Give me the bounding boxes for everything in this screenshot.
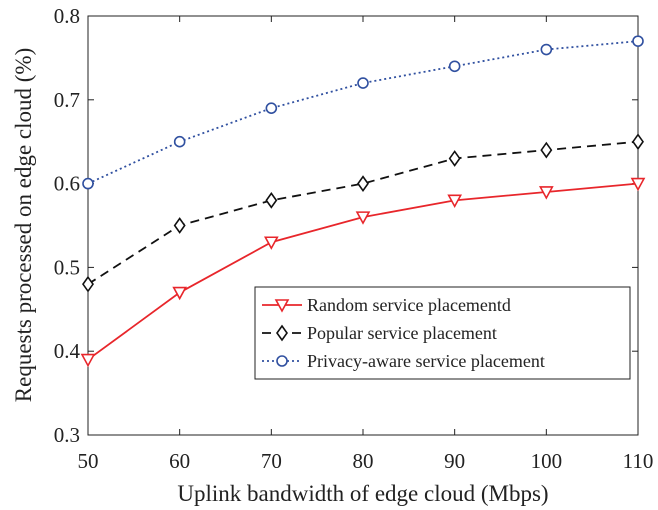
data-point-marker [632,133,644,151]
legend-label: Privacy-aware service placement [307,351,545,371]
data-point-marker [357,175,369,192]
x-tick-label: 90 [444,449,465,473]
y-tick-label: 0.7 [54,88,80,112]
x-tick-label: 60 [169,449,190,473]
data-point-marker [276,355,288,367]
data-point-marker [540,141,553,159]
legend: Random service placementd Popular service… [254,286,631,380]
x-tick-label: 100 [531,449,563,473]
series-1 [80,177,646,368]
data-point-marker [274,299,290,313]
data-point-marker [263,236,279,250]
data-point-marker [632,35,644,47]
data-point-marker [448,150,461,167]
axis-ticks: 50 60 70 80 90 100 110 0.3 0.4 0.5 0.6 0.7 0.8 [54,4,654,473]
y-tick-label: 0.4 [54,339,81,363]
series-2 [82,133,644,293]
legend-label: Random service placementd [307,295,511,315]
data-point-marker [82,177,94,190]
x-tick-label: 50 [78,449,99,473]
data-point-marker [538,186,554,200]
data-point-marker [357,77,369,89]
data-point-marker [540,43,553,56]
data-point-marker [448,60,461,73]
series-3 [82,35,644,190]
y-axis-label: Requests processed on edge cloud (%) [11,48,36,402]
legend-label: Popular service placement [307,323,497,343]
data-point-marker [447,194,463,209]
data-point-marker [265,191,278,209]
x-tick-label: 80 [353,449,374,473]
series-layer [80,35,646,368]
x-tick-label: 70 [261,449,282,473]
x-axis-label: Uplink bandwidth of edge cloud (Mbps) [177,481,548,506]
data-point-marker [80,353,96,368]
data-point-marker [265,102,278,114]
data-point-marker [172,286,188,301]
data-point-marker [82,275,94,293]
data-point-marker [173,135,186,148]
data-point-marker [276,324,288,342]
data-point-marker [355,211,371,225]
data-point-marker [630,177,646,192]
legend-box [254,286,631,380]
y-tick-label: 0.5 [54,255,80,279]
y-tick-label: 0.3 [54,423,80,447]
y-tick-label: 0.8 [54,4,80,28]
x-tick-label: 110 [623,449,654,473]
data-point-marker [173,217,186,234]
y-tick-label: 0.6 [54,172,80,196]
